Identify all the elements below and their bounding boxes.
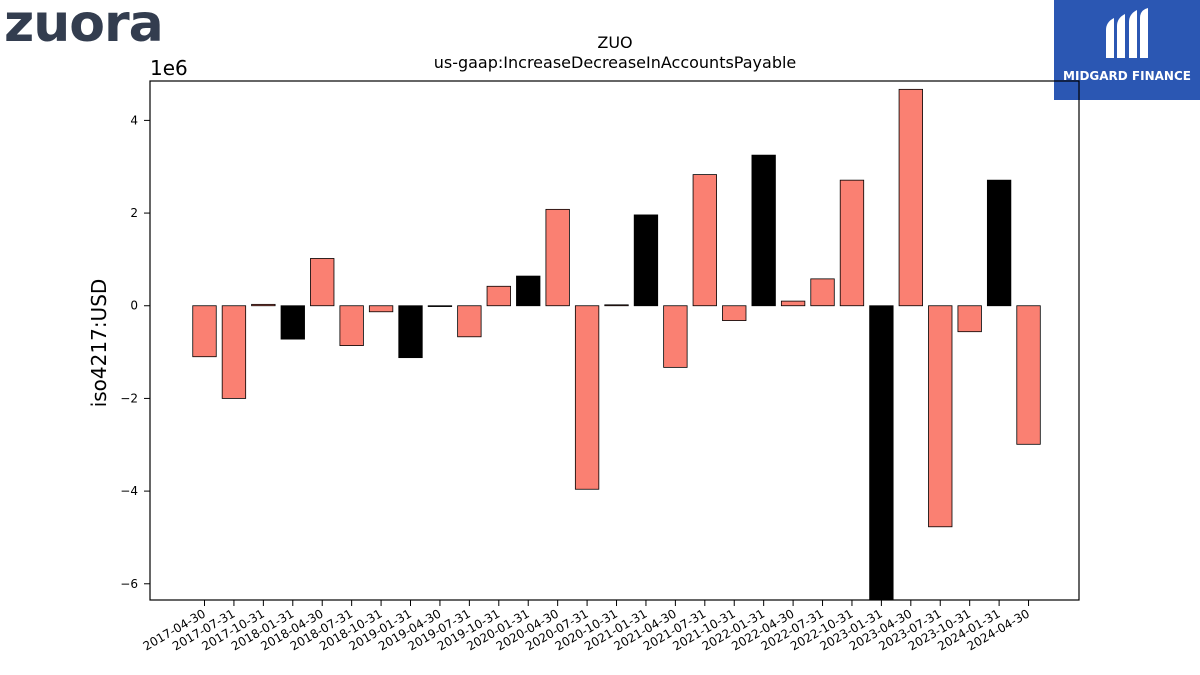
bar [780, 300, 806, 307]
bar [339, 305, 364, 346]
y-scale-label: 1e6 [150, 56, 188, 80]
bar [545, 208, 570, 307]
y-tick-label: −6 [120, 577, 138, 591]
chart-subtitle: us-gaap:IncreaseDecreaseInAccountsPayabl… [434, 53, 797, 72]
bar [986, 179, 1012, 307]
bar [869, 305, 894, 601]
bar [280, 305, 305, 340]
bar [368, 305, 394, 313]
bar [839, 179, 865, 307]
bar [398, 305, 423, 359]
bar [310, 258, 335, 307]
bar [486, 285, 511, 307]
bar [574, 305, 600, 490]
bar [604, 304, 629, 307]
bar [192, 305, 217, 358]
y-tick-label: −2 [120, 391, 138, 405]
y-tick-label: 0 [130, 299, 138, 313]
y-axis: −6 −4 −2 0 2 4 [120, 113, 150, 591]
midgard-finance-logo: MIDGARD FINANCE [1054, 0, 1200, 100]
bar [221, 305, 247, 399]
zuora-logo: zuora [4, 0, 164, 54]
bar [251, 303, 276, 307]
midgard-finance-label: MIDGARD FINANCE [1063, 69, 1191, 83]
bar [810, 278, 835, 307]
bar [928, 305, 953, 528]
x-axis: 2017-04-302017-07-312017-10-312018-01-31… [141, 600, 1032, 653]
bar [722, 305, 747, 321]
bar [1016, 305, 1041, 445]
y-tick-label: 2 [130, 206, 138, 220]
bar [457, 305, 482, 338]
chart-title: ZUO [597, 33, 632, 52]
y-axis-label: iso4217:USD [87, 279, 111, 408]
bar [898, 88, 923, 307]
bar [427, 305, 453, 307]
bar [692, 174, 717, 307]
midgard-emblem-icon [1106, 8, 1148, 58]
bar [633, 214, 659, 307]
bar [751, 154, 776, 307]
bar [663, 305, 688, 368]
plot-frame [149, 80, 1080, 601]
y-tick-label: −4 [120, 484, 138, 498]
y-tick-label: 4 [130, 113, 138, 127]
bar [957, 305, 982, 333]
bar [516, 275, 541, 307]
bars [192, 88, 1041, 601]
